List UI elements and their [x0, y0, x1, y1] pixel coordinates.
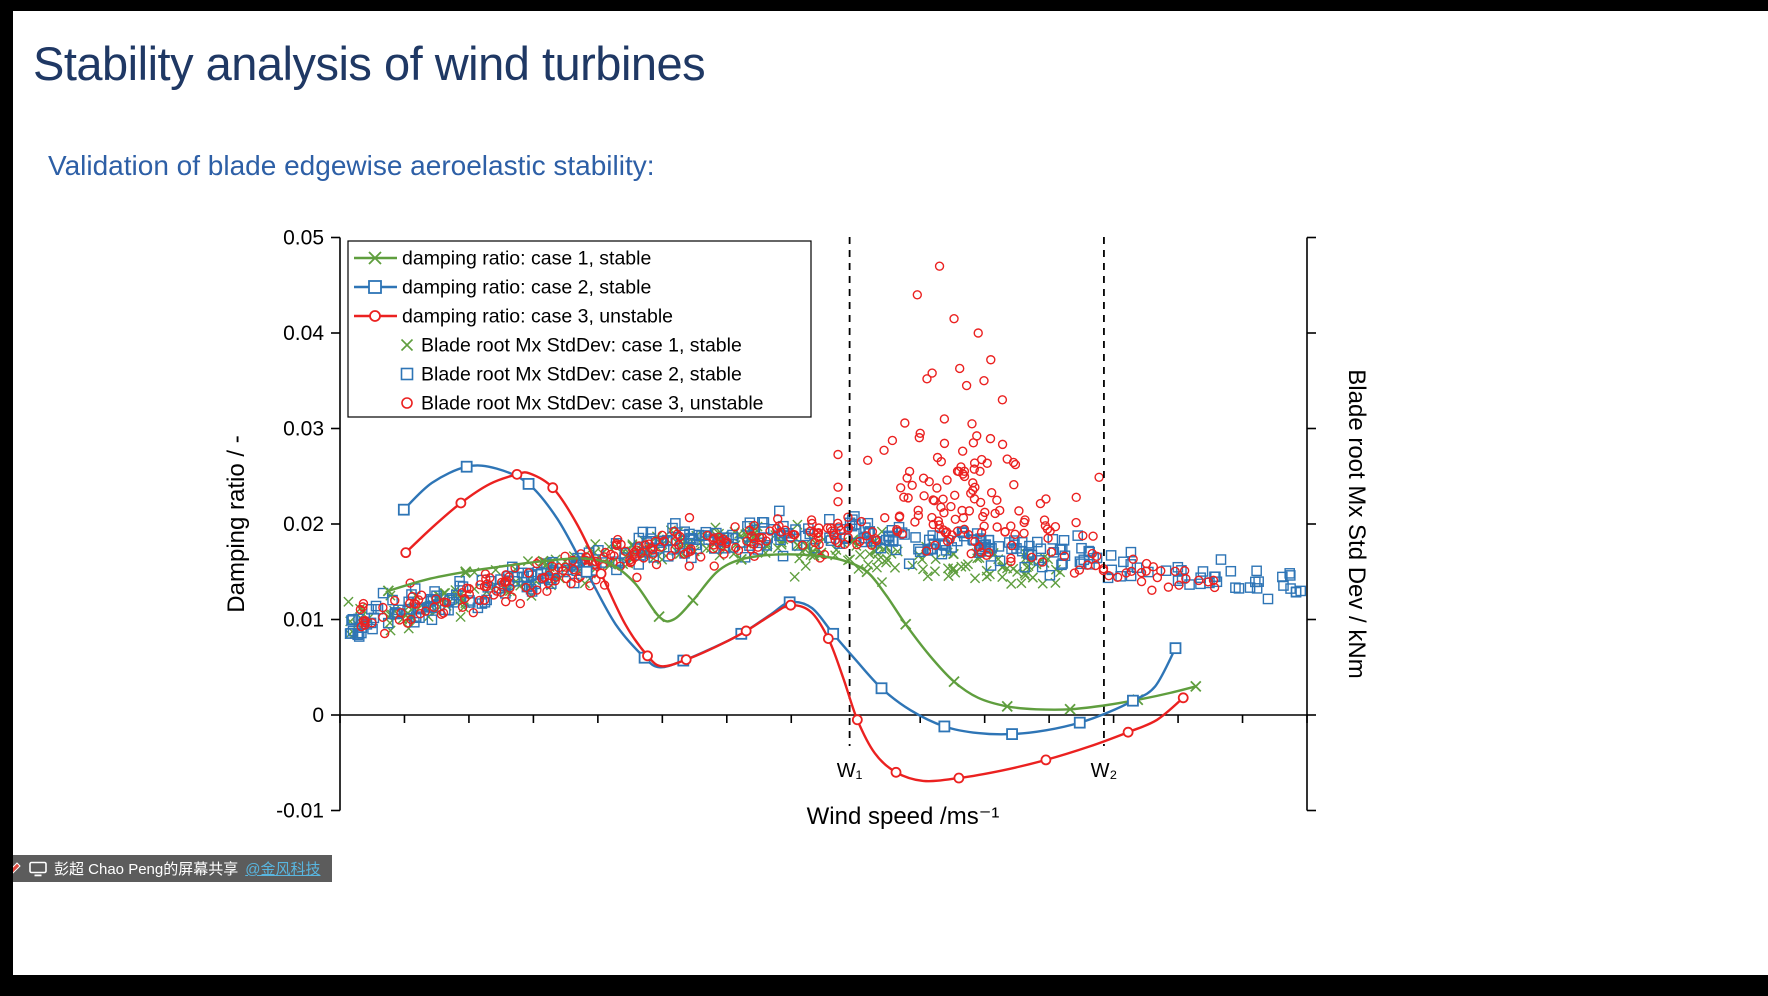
legend-label: damping ratio: case 2, stable — [402, 277, 651, 299]
y-tick-label: 0 — [312, 704, 324, 727]
screen-share-badge: 彭超 Chao Peng的屏幕共享 @金风科技 — [0, 855, 333, 882]
letterbox-top — [0, 0, 1768, 11]
legend-label: Blade root Mx StdDev: case 2, stable — [421, 364, 742, 386]
annotation-label: W₂ — [1091, 760, 1118, 782]
annotation-label: W₁ — [837, 760, 863, 782]
y-tick-label: 0.05 — [283, 227, 324, 250]
legend-label: damping ratio: case 3, unstable — [402, 306, 673, 328]
scatter-stddev-case3-unstable — [355, 261, 1220, 639]
legend-label: Blade root Mx StdDev: case 1, stable — [421, 335, 742, 357]
x-axis-label: Wind speed /ms⁻¹ — [807, 803, 1000, 830]
y-axis-label-right: Blade root Mx Std Dev / kNm — [1343, 369, 1370, 678]
slide-subtitle: Validation of blade edgewise aeroelastic… — [48, 150, 655, 181]
legend-label: damping ratio: case 1, stable — [402, 248, 651, 270]
slide-title: Stability analysis of wind turbines — [33, 37, 706, 90]
y-tick-label: 0.04 — [283, 322, 324, 345]
share-org-link[interactable]: @金风科技 — [245, 861, 321, 878]
annotations: W₁ W₂ — [837, 237, 1117, 782]
share-text: 彭超 Chao Peng的屏幕共享 — [54, 861, 239, 878]
legend-label: Blade root Mx StdDev: case 3, unstable — [421, 393, 764, 415]
y-tick-label: 0.03 — [283, 418, 324, 441]
y-tick-label: 0.02 — [283, 513, 324, 536]
line-series — [382, 460, 1202, 784]
y-axis-label-left: Damping ratio / - — [223, 435, 250, 612]
letterbox-left — [0, 0, 13, 996]
line-damping-case3-unstable — [400, 468, 1189, 784]
scatter-series — [343, 261, 1307, 642]
chart-legend: damping ratio: case 1, stable damping rat… — [347, 240, 812, 418]
axes: 0.05 0.04 0.03 0.02 0.01 0 -0.01 Damping ratio … — [223, 227, 1370, 831]
y-tick-label: 0.01 — [283, 609, 324, 632]
screen-share-icon — [29, 861, 47, 877]
letterbox-bottom — [0, 975, 1768, 996]
y-tick-label: -0.01 — [276, 800, 324, 823]
